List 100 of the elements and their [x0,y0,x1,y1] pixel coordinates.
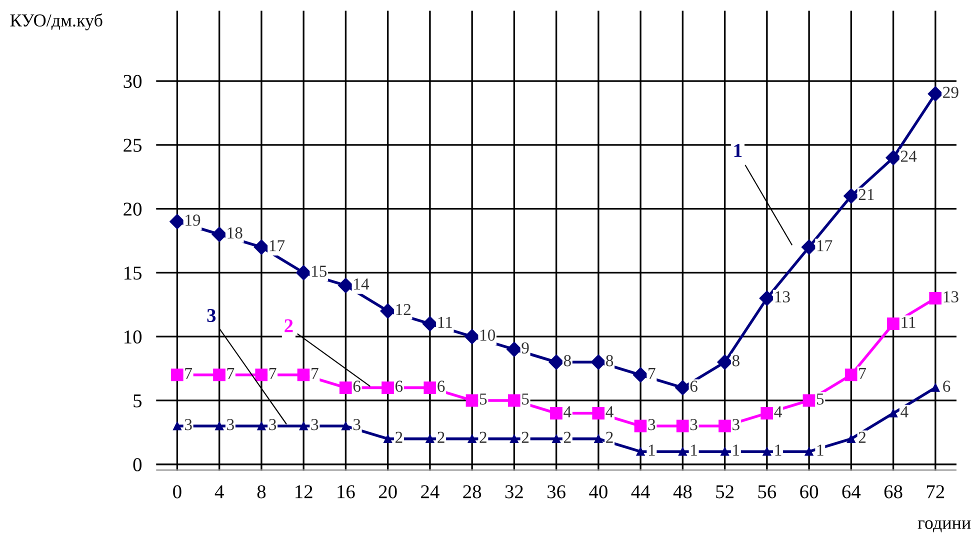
point [759,290,774,306]
point [464,329,480,344]
point [886,150,901,166]
data-label: 5 [522,394,529,405]
x-tick-label: 40 [589,485,608,498]
point [590,354,606,370]
data-label: 5 [816,394,824,405]
point [170,368,184,382]
x-tick-label: 68 [884,485,902,498]
point [676,420,689,432]
data-label: 29 [943,86,958,98]
data-label: 9 [522,342,529,354]
data-label: 10 [480,330,496,341]
x-tick-label: 4 [214,485,224,498]
data-label: 3 [353,419,360,430]
point [762,447,772,456]
x-tick-label: 52 [716,485,734,498]
point [384,434,392,443]
x-axis-title: години [918,520,971,532]
x-tick-label: 56 [758,485,776,498]
data-label: 4 [900,406,908,418]
y-tick-label: 10 [124,330,142,344]
data-label: 3 [184,419,192,430]
data-label: 2 [858,432,866,443]
data-label: 7 [185,368,192,379]
data-label: 6 [943,380,950,392]
point [847,434,856,443]
data-label: 11 [438,316,452,328]
x-tick-label: 72 [926,485,944,498]
data-label: 8 [606,355,614,366]
point [508,394,520,407]
point [213,368,226,382]
point [255,368,268,382]
data-label: 4 [606,406,614,418]
data-label: 19 [186,214,200,226]
point [339,381,352,394]
data-label: 1 [775,444,782,456]
data-label: 2 [396,432,402,443]
point [297,368,310,382]
point [675,380,690,396]
point [844,188,859,204]
x-tick-label: 36 [548,485,566,498]
point [382,381,394,394]
data-label: 1 [648,444,655,456]
point [468,434,476,443]
y-tick-label: 15 [124,266,142,280]
data-label: 3 [690,419,698,430]
y-tick-label: 30 [124,74,142,88]
data-label: 2 [480,432,486,443]
data-label: 13 [944,291,958,302]
data-label: 1 [691,444,697,456]
point [548,354,564,370]
data-label: 1 [733,444,740,456]
data-label: 3 [648,419,656,430]
text: 3 [207,308,216,322]
data-label: 15 [312,266,327,277]
y-tick-label: 25 [124,138,142,152]
y-tick-label: 0 [133,458,142,472]
point [801,240,817,255]
point [552,434,560,443]
point [422,316,438,332]
data-label: 2 [564,432,571,443]
x-tick-label: 44 [631,485,650,498]
point [929,292,942,305]
point [299,422,308,430]
y-tick-label: 20 [124,202,142,216]
data-label: 6 [395,380,403,392]
data-label: 6 [353,380,360,392]
point [257,422,266,430]
point [717,354,732,370]
point [636,447,645,456]
point [173,422,182,430]
data-label: 2 [522,432,529,443]
data-label: 5 [480,394,487,405]
data-label: 8 [732,355,740,366]
point [296,265,312,280]
point [718,420,732,432]
series-label: 2 [284,319,293,332]
x-tick-label: 20 [378,485,397,498]
data-label: 4 [564,406,572,418]
point [760,407,774,420]
data-label: 24 [900,150,917,162]
x-tick-label: 0 [173,485,182,498]
point [212,226,227,242]
data-label: 7 [312,368,318,379]
point [424,381,436,394]
point [466,394,478,407]
point [678,447,687,456]
x-tick-label: 32 [505,485,523,498]
point [594,434,603,443]
data-label: 2 [606,432,613,443]
point [215,422,224,430]
x-tick-label: 24 [421,485,440,498]
data-label: 7 [648,368,656,379]
data-label: 13 [775,291,790,302]
data-label: 4 [774,406,782,418]
point [380,303,396,319]
data-label: 6 [438,380,445,392]
point [170,214,185,230]
point [550,407,563,420]
